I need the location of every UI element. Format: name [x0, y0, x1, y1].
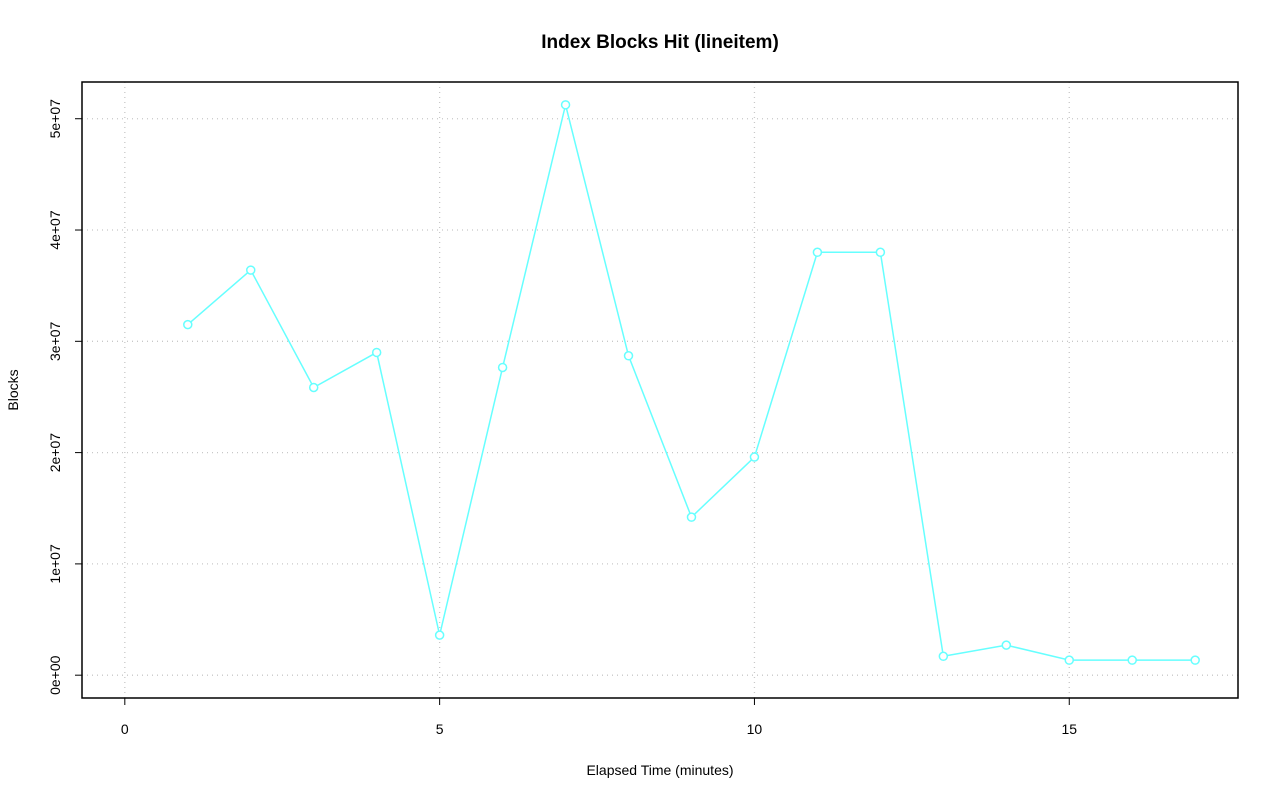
y-tick-label: 0e+00 — [47, 655, 63, 695]
x-axis-label: Elapsed Time (minutes) — [586, 762, 733, 778]
data-point — [875, 247, 886, 258]
data-point — [812, 247, 823, 258]
y-tick-label: 1e+07 — [47, 544, 63, 584]
chart-title: Index Blocks Hit (lineitem) — [541, 32, 779, 53]
x-tick-label: 15 — [1061, 721, 1077, 737]
data-point — [749, 452, 760, 462]
series-line — [187, 104, 1196, 661]
data-point — [1001, 640, 1012, 650]
data-point — [560, 100, 571, 110]
y-tick-label: 3e+07 — [47, 321, 63, 361]
y-axis-label: Blocks — [5, 369, 21, 410]
data-point — [245, 265, 256, 275]
plot-frame — [81, 81, 1239, 699]
data-point — [938, 651, 949, 662]
data-point — [371, 347, 382, 358]
data-point — [434, 630, 445, 640]
data-point — [1064, 655, 1075, 665]
y-tick-label: 4e+07 — [47, 210, 63, 250]
data-point — [686, 512, 697, 522]
y-tick-label: 5e+07 — [47, 99, 63, 139]
data-point — [623, 351, 634, 361]
x-tick-label: 5 — [436, 721, 444, 737]
data-point — [308, 382, 319, 393]
data-point — [1190, 655, 1200, 665]
data-point — [497, 362, 508, 373]
data-point — [1127, 655, 1137, 665]
x-tick-label: 0 — [121, 721, 129, 737]
x-tick-label: 10 — [747, 721, 763, 737]
data-point — [183, 319, 193, 330]
y-tick-label: 2e+07 — [47, 433, 63, 473]
